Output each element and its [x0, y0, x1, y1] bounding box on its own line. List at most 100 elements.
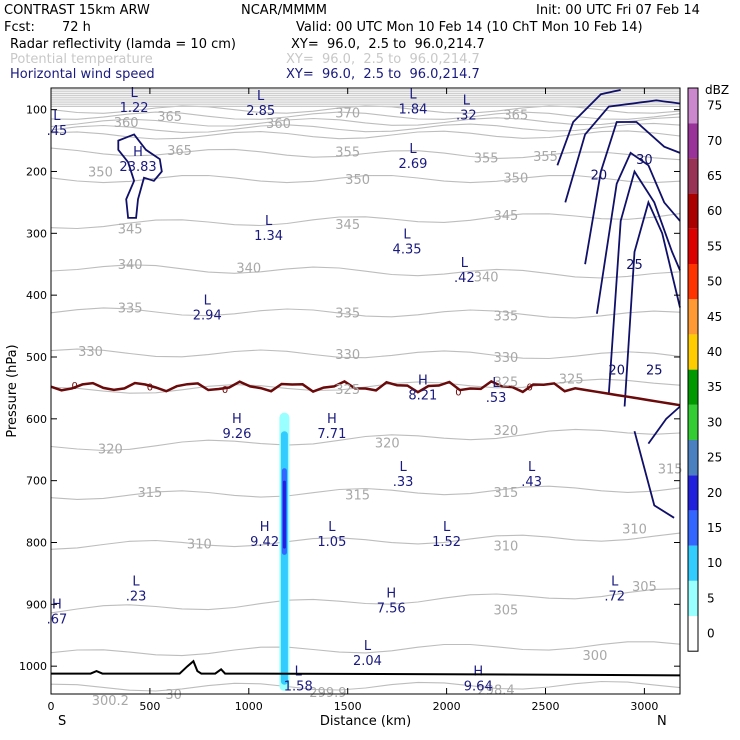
high-marker: H [52, 598, 62, 613]
theta-label: 315 [658, 462, 683, 477]
colorbar-level-label: 20 [707, 486, 722, 500]
theta-label: 315 [137, 486, 162, 501]
low-marker: L [204, 293, 212, 308]
theta-label: 310 [622, 522, 647, 537]
extremum-value: .72 [604, 590, 625, 605]
colorbar-swatch [688, 510, 698, 546]
field-1-name: Radar reflectivity (lamda = 10 cm) [10, 37, 236, 52]
colorbar-swatch [688, 228, 698, 264]
low-marker: L [295, 664, 303, 679]
wind-contour-closed [117, 133, 163, 219]
y-tick-label: 100 [26, 104, 47, 117]
colorbar-level-label: 40 [707, 345, 722, 359]
contour-labels: 360 365 370 365 360 365 355 355 355 350 350 350 345 3… [47, 86, 683, 709]
field-3-xy: XY= 96.0, 2.5 to 96.0,214.7 [286, 67, 480, 82]
colorbar-level-label: 55 [707, 239, 722, 253]
colorbar-level-label: 70 [707, 134, 722, 148]
y-tick-label: 800 [26, 537, 47, 550]
colorbar-level-label: 15 [707, 521, 722, 535]
model-title: CONTRAST 15km ARW [4, 3, 150, 18]
wind-contour [607, 169, 681, 395]
low-marker: L [265, 214, 273, 229]
theta-label: 355 [474, 151, 499, 166]
colorbar-level-label: 5 [707, 591, 715, 605]
theta-label: 355 [533, 150, 558, 165]
colorbar-level-label: 75 [707, 99, 722, 113]
theta-label: 350 [503, 172, 528, 187]
extremum-value: 7.56 [377, 601, 406, 616]
extremum-value: 4.35 [393, 243, 422, 258]
theta-label: 335 [118, 302, 143, 317]
wind-contours [117, 89, 681, 519]
colorbar-swatch [688, 299, 698, 335]
theta-contour [50, 111, 681, 120]
theta-contour [50, 378, 681, 394]
theta-contour [50, 147, 681, 161]
theta-contour [50, 307, 681, 319]
theta-label: 370 [335, 107, 360, 122]
wind-label: 25 [626, 258, 643, 273]
colorbar-level-label: 0 [707, 627, 715, 641]
reflectivity-20dbz [282, 480, 286, 549]
extremum-value: .42 [454, 271, 475, 286]
x-tick-label: 0 [48, 700, 55, 713]
colorbar-level-label: 30 [707, 415, 722, 429]
fcst-label: Fcst: [4, 20, 35, 35]
low-marker: L [328, 520, 336, 535]
theta-label: 330 [78, 345, 103, 360]
theta-label: 345 [335, 218, 360, 233]
theta-contour [50, 130, 681, 140]
theta-label: 365 [503, 109, 528, 124]
theta-label: 305 [632, 580, 657, 595]
high-marker: H [327, 412, 337, 427]
theta-contour [50, 213, 681, 230]
theta-contour [50, 116, 681, 128]
high-marker: H [386, 586, 396, 601]
extremum-value: 9.26 [222, 427, 251, 442]
theta-label: 330 [335, 348, 360, 363]
extremum-value: 1.52 [432, 535, 461, 550]
colorbar: 0 5 10 15 20 25 30 35 40 45 50 55 60 65 70 75 dBZ [687, 83, 729, 652]
theta-label: 335 [494, 310, 519, 325]
valid-time: Valid: 00 UTC Mon 10 Feb 14 (10 ChT Mon … [296, 20, 643, 35]
wind-contour [556, 89, 621, 166]
colorbar-unit: dBZ [705, 83, 729, 97]
y-tick-label: 200 [26, 165, 47, 178]
theta-label: 360 [266, 117, 291, 132]
wind-contour [584, 121, 681, 265]
wind-contour [623, 199, 681, 407]
theta-label: 320 [494, 424, 519, 439]
colorbar-swatch [688, 616, 698, 652]
org-label: NCAR/MMMM [241, 3, 327, 18]
x-tick-label: 1000 [235, 700, 263, 713]
low-marker: L [364, 639, 372, 654]
extremum-value: 23.83 [119, 160, 156, 175]
colorbar-swatch [688, 580, 698, 616]
extremum-value: 9.42 [250, 535, 279, 550]
zero-contour-label: 0 [455, 388, 461, 399]
theta-label: 298.4 [477, 684, 514, 699]
high-marker: H [418, 374, 428, 389]
high-marker: H [473, 664, 483, 679]
theta-contour [50, 588, 681, 614]
field-1-xy: XY= 96.0, 2.5 to 96.0,214.7 [291, 37, 485, 52]
y-tick-label: 600 [26, 413, 47, 426]
colorbar-swatch [688, 545, 698, 581]
extremum-value: 7.71 [317, 427, 346, 442]
colorbar-swatch [688, 264, 698, 300]
wind-contour [596, 151, 681, 314]
wind-contour [633, 430, 675, 519]
theta-label: 345 [494, 209, 519, 224]
y-tick-label: 700 [26, 475, 47, 488]
colorbar-swatch [688, 404, 698, 440]
x-axis-label: Distance (km) [320, 714, 411, 729]
x-tick-label: 500 [139, 700, 160, 713]
extremum-value: .43 [521, 475, 542, 490]
colorbar-swatch [688, 158, 698, 194]
theta-label: 360 [114, 116, 139, 131]
colorbar-swatch [688, 369, 698, 405]
y-tick-label: 300 [26, 227, 47, 240]
low-marker: L [611, 575, 619, 590]
